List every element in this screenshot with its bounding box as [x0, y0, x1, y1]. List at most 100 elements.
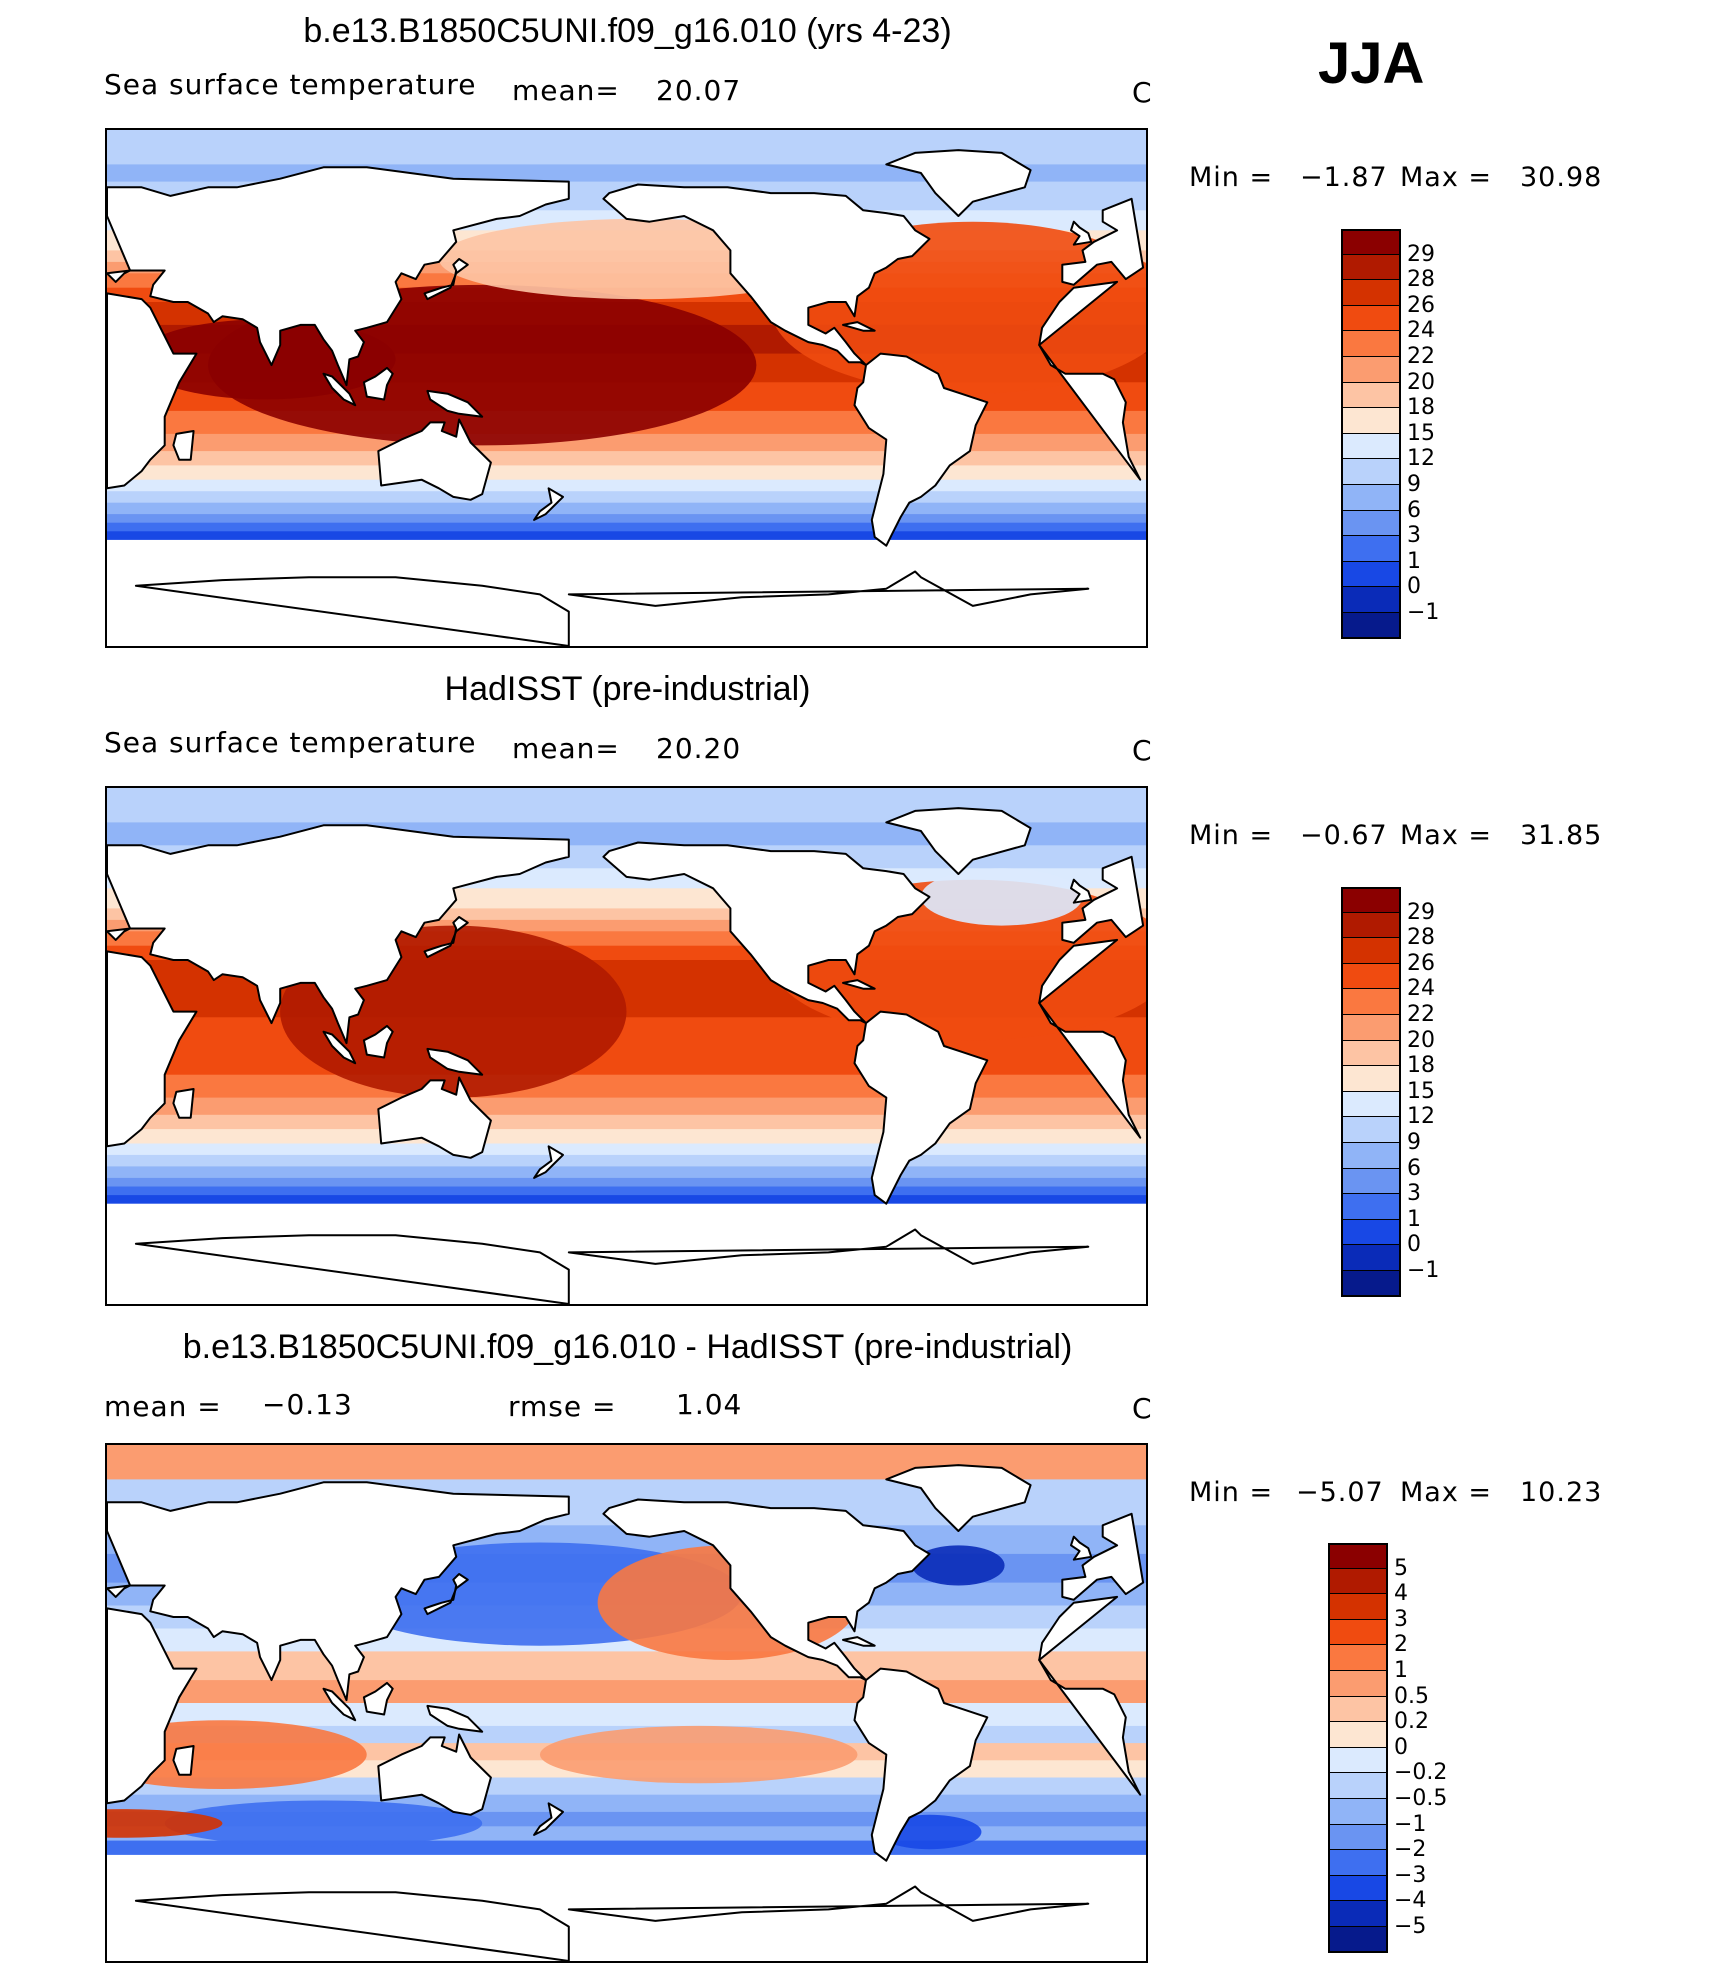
colorbar-swatch [1328, 1671, 1388, 1697]
ocean-contour-band [107, 502, 1146, 515]
colorbar-tick-label: −1 [1394, 1811, 1427, 1837]
panel-1-variable-label: Sea surface temperature [104, 68, 477, 101]
colorbar-tick-label: −0.5 [1394, 1786, 1448, 1811]
colorbar-tick-label: 28 [1407, 267, 1435, 293]
colorbar-swatch [1328, 1773, 1388, 1799]
land-eurasia [107, 166, 570, 387]
panel-3-rmse-value: 1.04 [676, 1388, 743, 1421]
panel-3-max-label: Max = [1400, 1477, 1493, 1508]
colorbar-swatch [1328, 1645, 1388, 1671]
colorbar-swatch [1341, 561, 1401, 588]
colorbar-swatch [1341, 989, 1401, 1015]
colorbar-swatch [1328, 1824, 1388, 1851]
land-antarctica [134, 1891, 570, 1961]
land-japan [423, 916, 469, 959]
land-africa [107, 292, 198, 490]
land-greenland [885, 807, 1032, 875]
land-europe [1061, 855, 1145, 944]
colorbar-swatch [1341, 912, 1401, 939]
land-africa [1038, 1002, 1142, 1139]
panel-2-min-value: −0.67 [1300, 820, 1388, 851]
ocean-anomaly-region [164, 1800, 483, 1847]
colorbar-tick-label: 0 [1394, 1734, 1408, 1760]
ocean-anomaly-region [920, 868, 1083, 926]
ocean-contour-band [107, 1143, 1146, 1156]
ocean-contour-band [107, 1680, 1146, 1704]
panel-1-map [105, 128, 1148, 648]
colorbar-tick-label: −2 [1394, 1837, 1427, 1863]
colorbar-swatch [1341, 382, 1401, 409]
land-cuba [842, 1636, 876, 1647]
colorbar-tick-label: 1 [1407, 1206, 1421, 1232]
panel-1-min-label: Min = [1189, 162, 1274, 193]
colorbar-tick-label: −5 [1394, 1914, 1427, 1939]
land-nz [533, 1802, 564, 1836]
land-sumatra [322, 372, 357, 407]
land-australia [377, 1733, 492, 1816]
land-madagascar [172, 1088, 195, 1119]
ocean-anomaly-region [107, 1720, 367, 1789]
colorbar-tick-label: 0.5 [1394, 1683, 1429, 1709]
land-europe [107, 1584, 132, 1598]
panel-3-title: b.e13.B1850C5UNI.f09_g16.010 - HadISST (… [182, 1328, 1073, 1366]
land-africa [1038, 938, 1119, 1004]
colorbar-tick-label: 6 [1407, 1155, 1421, 1181]
ocean-contour-band [107, 491, 1146, 504]
ocean-contour-band [107, 1097, 1146, 1116]
colorbar-tick-label: 15 [1407, 420, 1435, 446]
ocean-contour-band [107, 1154, 1146, 1167]
colorbar-swatch [1341, 1245, 1401, 1271]
ocean-contour-band [107, 1195, 1146, 1205]
colorbar-tick-label: 24 [1407, 976, 1435, 1002]
colorbar-swatch [1341, 1015, 1401, 1041]
colorbar-tick-label: 20 [1407, 1027, 1435, 1053]
ocean-contour-band [107, 433, 1146, 452]
panel-2-units: C [1132, 734, 1153, 767]
panel-2-max-value: 31.85 [1520, 820, 1603, 851]
land-madagascar [172, 1745, 195, 1776]
colorbar-swatch [1328, 1568, 1388, 1595]
land-newguinea [426, 1704, 484, 1733]
colorbar-tick-label: −1 [1407, 1258, 1440, 1283]
colorbar-tick-label: −3 [1394, 1862, 1427, 1888]
land-antarctica [567, 570, 1090, 607]
colorbar-tick-label: 28 [1407, 925, 1435, 951]
land-europe [107, 269, 132, 283]
panel-3-mean-label: mean = [104, 1390, 222, 1423]
panel-1-title: b.e13.B1850C5UNI.f09_g16.010 (yrs 4-23) [303, 12, 952, 50]
colorbar-swatch [1328, 1696, 1388, 1723]
ocean-contour-band [107, 1114, 1146, 1130]
colorbar-swatch [1341, 963, 1401, 990]
colorbar-swatch [1341, 938, 1401, 964]
colorbar-tick-label: 3 [1394, 1606, 1408, 1632]
land-europe [107, 927, 132, 941]
land-greenland [885, 1464, 1032, 1532]
land-africa [1038, 280, 1119, 346]
ocean-anomaly-region [912, 1545, 1005, 1586]
land-samerica [853, 352, 989, 547]
panel-1-mean-label: mean= [512, 74, 620, 107]
colorbar-swatch [1328, 1747, 1388, 1774]
ocean-contour-band [107, 451, 1146, 466]
panel-2-map [105, 786, 1148, 1306]
colorbar-swatch [1328, 1799, 1388, 1825]
land-nz [533, 487, 564, 521]
colorbar-tick-label: 12 [1407, 446, 1435, 472]
panel-3-min-value: −5.07 [1296, 1477, 1384, 1508]
colorbar-swatch [1328, 1722, 1388, 1748]
colorbar-swatch [1341, 280, 1401, 306]
land-africa [1038, 1595, 1119, 1661]
colorbar-swatch [1328, 1927, 1388, 1953]
colorbar-swatch [1341, 510, 1401, 537]
land-namerica [602, 1498, 931, 1682]
ocean-contour-band [107, 514, 1146, 524]
panel-3-max-value: 10.23 [1520, 1477, 1603, 1508]
colorbar-tick-label: 5 [1394, 1555, 1408, 1581]
ocean-contour-band [107, 1854, 1146, 1870]
land-eurasia [107, 1481, 570, 1702]
land-africa [1038, 1659, 1142, 1796]
land-sumatra [322, 1687, 357, 1722]
land-antarctica [567, 1228, 1090, 1265]
ocean-contour-band [107, 1186, 1146, 1196]
colorbar-tick-label: 18 [1407, 1053, 1435, 1079]
